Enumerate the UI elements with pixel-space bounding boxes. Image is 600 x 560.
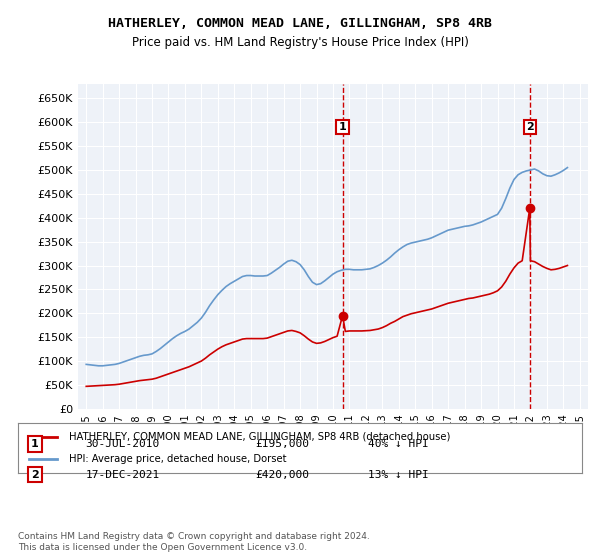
Text: HATHERLEY, COMMON MEAD LANE, GILLINGHAM, SP8 4RB: HATHERLEY, COMMON MEAD LANE, GILLINGHAM,… xyxy=(108,17,492,30)
Text: £195,000: £195,000 xyxy=(255,439,309,449)
Text: Price paid vs. HM Land Registry's House Price Index (HPI): Price paid vs. HM Land Registry's House … xyxy=(131,36,469,49)
Text: 17-DEC-2021: 17-DEC-2021 xyxy=(86,470,160,479)
Text: HPI: Average price, detached house, Dorset: HPI: Average price, detached house, Dors… xyxy=(69,454,286,464)
Text: £420,000: £420,000 xyxy=(255,470,309,479)
Text: HPI: Average price, detached house, Dorset: HPI: Average price, detached house, Dors… xyxy=(74,454,337,464)
Text: 1: 1 xyxy=(31,439,39,449)
Text: 40% ↓ HPI: 40% ↓ HPI xyxy=(368,439,428,449)
Text: 13% ↓ HPI: 13% ↓ HPI xyxy=(368,470,428,479)
Text: 2: 2 xyxy=(31,470,39,479)
Text: Contains HM Land Registry data © Crown copyright and database right 2024.
This d: Contains HM Land Registry data © Crown c… xyxy=(18,532,370,552)
Text: 30-JUL-2010: 30-JUL-2010 xyxy=(86,439,160,449)
Text: HATHERLEY, COMMON MEAD LANE, GILLINGHAM, SP8 4RB (detached house): HATHERLEY, COMMON MEAD LANE, GILLINGHAM,… xyxy=(69,432,450,442)
Text: HATHERLEY, COMMON MEAD LANE, GILLINGHAM, SP8 4RB (detached house): HATHERLEY, COMMON MEAD LANE, GILLINGHAM,… xyxy=(74,432,481,442)
Text: 1: 1 xyxy=(338,122,346,132)
Text: 2: 2 xyxy=(526,122,533,132)
